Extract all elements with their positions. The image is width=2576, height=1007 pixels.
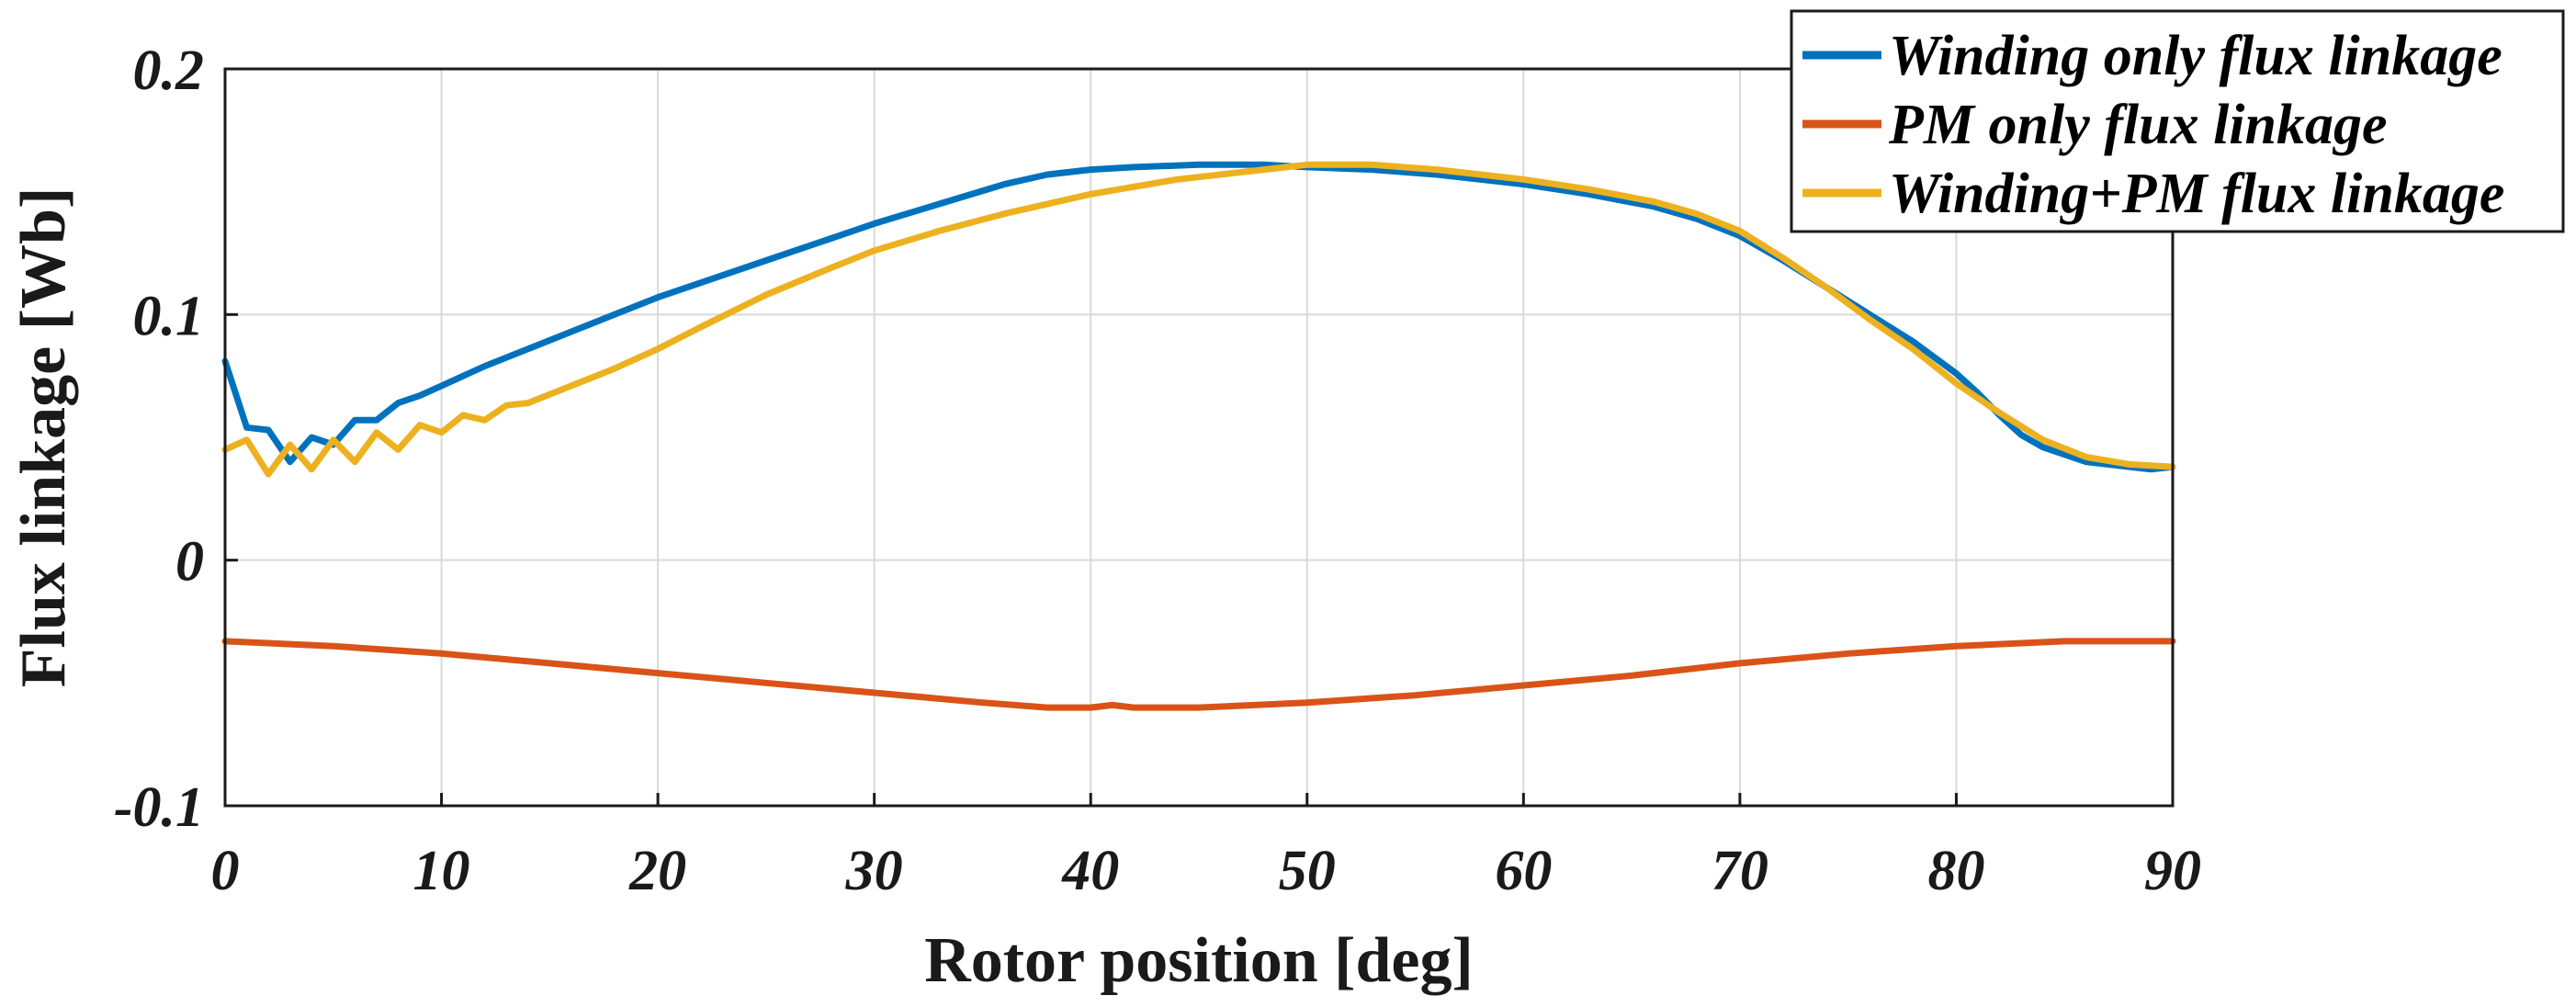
x-tick-label: 70: [1712, 840, 1768, 902]
y-tick-label: 0.2: [133, 40, 205, 102]
legend-label: Winding+PM flux linkage: [1889, 163, 2504, 225]
x-tick-label: 50: [1279, 840, 1336, 902]
legend-box: [1790, 9, 2565, 233]
series-line-pm-only-flux-linkage: [221, 638, 2176, 711]
y-tick-label: -0.1: [114, 776, 204, 839]
x-tick-label: 40: [1061, 840, 1119, 902]
plot-frame: [223, 67, 2175, 808]
x-tick-label: 10: [413, 840, 470, 902]
x-tick-labels: 0 10 20 30 40 50 60 70 80 90: [211, 840, 2202, 902]
x-tick-label: 0: [211, 840, 240, 902]
x-axis-title: Rotor position [deg]: [924, 925, 1474, 996]
axes: [223, 67, 2175, 808]
y-tick-label: 0: [175, 531, 204, 594]
x-tick-label: 90: [2144, 840, 2201, 902]
x-tick-label: 30: [845, 840, 903, 902]
x-tick-label: 60: [1495, 840, 1552, 902]
x-tick-label: 20: [628, 840, 686, 902]
y-axis-title: Flux linkage [Wb]: [8, 187, 79, 688]
y-tick-label: 0.1: [133, 285, 205, 347]
series-line-winding-pm-flux-linkage: [221, 161, 2176, 478]
series-lines: [221, 161, 2176, 711]
legend-label: Winding only flux linkage: [1889, 25, 2503, 87]
y-tick-labels: -0.1 0 0.1 0.2: [114, 40, 204, 839]
legend-label: PM only flux linkage: [1888, 94, 2388, 156]
legend: Winding only flux linkage PM only flux li…: [1790, 9, 2565, 233]
x-tick-label: 80: [1927, 840, 1984, 902]
